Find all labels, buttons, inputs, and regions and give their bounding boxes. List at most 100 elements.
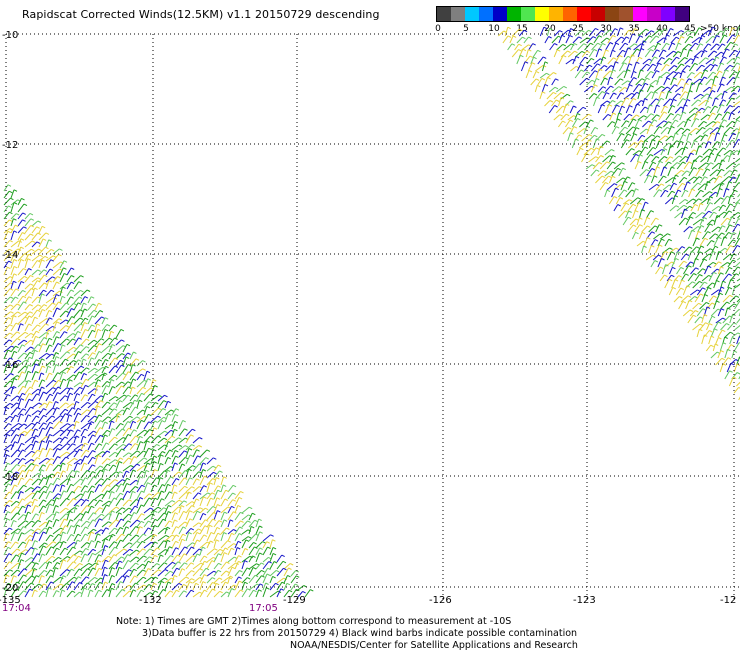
wind-barb-flag — [724, 91, 727, 93]
wind-barb-flag — [139, 400, 142, 402]
wind-barb — [707, 241, 711, 247]
wind-barb-flag — [167, 527, 170, 529]
wind-barb — [165, 492, 169, 499]
wind-barb-flag — [136, 359, 139, 361]
wind-barb-flag — [220, 471, 223, 473]
wind-barb — [235, 534, 239, 542]
wind-barb-flag — [57, 393, 60, 395]
wind-barb-flag — [158, 436, 161, 438]
wind-barb — [11, 281, 13, 289]
wind-barb-flag — [50, 269, 53, 271]
wind-barb-flag — [94, 416, 97, 418]
wind-barb — [552, 79, 556, 85]
wind-barb-flag — [78, 486, 81, 488]
wind-barb — [656, 225, 660, 232]
wind-barb — [242, 582, 245, 590]
wind-barb-flag — [31, 429, 34, 431]
wind-barb-flag — [169, 492, 172, 494]
wind-barb-flag — [629, 30, 632, 32]
wind-barb-flag — [134, 457, 137, 459]
wind-barb-flag — [129, 514, 132, 516]
wind-barb — [137, 585, 144, 590]
wind-barb-flag — [17, 450, 20, 452]
wind-barb — [60, 403, 66, 408]
wind-barb — [605, 105, 609, 113]
wind-barb-flag — [92, 465, 95, 467]
wind-barb — [67, 375, 74, 380]
wind-barb — [25, 234, 30, 240]
wind-barb-flag — [648, 121, 651, 123]
wind-barb — [723, 316, 730, 323]
wind-barb-flag — [613, 58, 616, 60]
latitude-label: -16 — [2, 360, 18, 371]
wind-barb-flag — [70, 388, 73, 390]
wind-barb — [721, 324, 727, 331]
wind-barb-flag — [67, 444, 70, 446]
wind-barb — [647, 86, 650, 93]
wind-barb-flag — [712, 316, 715, 318]
wind-barb-flag — [645, 99, 648, 101]
wind-barb — [508, 44, 512, 50]
wind-barb — [137, 380, 144, 387]
wind-barb — [637, 218, 639, 225]
wind-barb — [617, 93, 621, 99]
wind-barb-flag — [50, 427, 53, 429]
wind-barb-flag — [226, 562, 229, 564]
wind-barb-flag — [192, 579, 195, 581]
wind-barb-flag — [160, 463, 163, 465]
wind-barb-flag — [8, 547, 11, 549]
wind-barb — [678, 99, 683, 106]
wind-barb — [570, 66, 576, 71]
wind-barb — [589, 71, 595, 78]
wind-barb-flag — [189, 492, 192, 494]
wind-barb — [53, 422, 59, 429]
wind-barb-flag — [726, 70, 729, 72]
wind-barb-flag — [260, 532, 263, 534]
wind-barb-flag — [137, 417, 140, 419]
wind-barb-flag — [94, 346, 97, 348]
wind-barb-flag — [22, 198, 25, 200]
wind-barb — [46, 416, 52, 422]
wind-barb — [644, 175, 648, 183]
wind-barb — [53, 577, 60, 583]
wind-barb — [25, 324, 29, 331]
wind-barb — [32, 541, 35, 548]
wind-barb-flag — [160, 478, 163, 480]
wind-barb — [736, 115, 740, 120]
wind-barb — [60, 548, 65, 555]
wind-barb-flag — [192, 445, 195, 447]
wind-barb — [658, 259, 662, 268]
wind-barb-flag — [687, 129, 690, 131]
wind-barb-flag — [21, 560, 24, 562]
wind-barb — [638, 29, 645, 36]
wind-barb-flag — [78, 430, 81, 432]
wind-barb-flag — [672, 191, 675, 193]
wind-barb-flag — [714, 296, 717, 298]
wind-barb-flag — [591, 148, 594, 150]
wind-barb — [11, 190, 14, 198]
wind-barb — [18, 302, 24, 310]
wind-barb-flag — [128, 560, 131, 562]
wind-barb — [39, 319, 47, 324]
wind-barb — [716, 338, 719, 345]
wind-barb-flag — [105, 546, 108, 548]
wind-barb — [711, 44, 717, 50]
wind-barb-flag — [38, 520, 41, 522]
wind-barb-flag — [708, 266, 711, 268]
wind-barb — [712, 206, 719, 211]
wind-barb — [694, 28, 699, 36]
wind-barb-flag — [218, 570, 221, 572]
wind-barb — [671, 78, 674, 85]
wind-barb-flag — [49, 281, 52, 283]
wind-barb-flag — [162, 452, 165, 454]
wind-barb-flag — [31, 333, 34, 335]
wind-barb-flag — [689, 50, 692, 52]
wind-barb-flag — [702, 35, 705, 37]
wind-barb-flag — [174, 575, 177, 577]
wind-barb-flag — [711, 241, 714, 243]
wind-barb — [25, 219, 31, 226]
wind-barb-flag — [58, 343, 61, 345]
wind-barb — [53, 282, 57, 289]
wind-barb — [214, 563, 219, 569]
wind-barb-flag — [679, 297, 682, 299]
